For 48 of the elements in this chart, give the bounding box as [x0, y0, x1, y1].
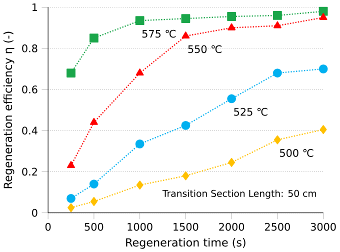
- point: [318, 64, 328, 74]
- x-tick-label: 0: [45, 222, 51, 231]
- point: [227, 94, 236, 104]
- x-tick-label: 1000: [128, 222, 152, 231]
- series-label: 500 ℃: [280, 148, 314, 157]
- point: [135, 139, 144, 148]
- point: [319, 12, 328, 20]
- y-tick-label: 0.6: [22, 85, 38, 94]
- point: [136, 180, 144, 190]
- series-label: 550 ℃: [188, 45, 222, 53]
- x-tick-label: 2000: [219, 222, 244, 231]
- point: [272, 10, 282, 20]
- x-tick-label: 2500: [264, 222, 290, 231]
- point: [228, 23, 236, 30]
- y-tick-label: 1: [32, 3, 38, 11]
- point: [181, 14, 190, 23]
- point: [66, 68, 76, 78]
- point: [90, 34, 98, 42]
- point: [320, 125, 327, 134]
- y-tick-label: 0.4: [22, 126, 38, 134]
- point: [90, 118, 98, 125]
- point: [135, 16, 144, 25]
- point: [90, 196, 98, 206]
- x-tick-label: 3000: [310, 222, 336, 231]
- series-label: 575 ℃: [142, 30, 176, 38]
- point: [272, 68, 282, 78]
- point: [68, 203, 74, 212]
- y-tick-label: 0.8: [22, 44, 38, 52]
- x-tick-label: 500: [84, 222, 104, 231]
- point: [90, 179, 98, 188]
- annotation: Transition Section Length: 50 cm: [162, 190, 316, 199]
- point: [67, 160, 75, 168]
- point: [182, 171, 190, 180]
- y-axis-title: Regeneration efficiency η (-): [3, 32, 14, 188]
- x-tick-label: 1500: [174, 222, 198, 231]
- point: [318, 6, 328, 16]
- y-tick-label: 0: [32, 208, 38, 217]
- point: [274, 21, 282, 28]
- point: [182, 31, 190, 38]
- point: [66, 194, 76, 203]
- y-tick-label: 0.2: [22, 168, 37, 176]
- point: [227, 12, 236, 21]
- point: [228, 158, 236, 167]
- x-axis-title: Regeneration time (s): [126, 238, 246, 249]
- point: [274, 135, 281, 144]
- point: [136, 68, 144, 76]
- point: [181, 120, 190, 130]
- series-label: 525 ℃: [234, 108, 268, 116]
